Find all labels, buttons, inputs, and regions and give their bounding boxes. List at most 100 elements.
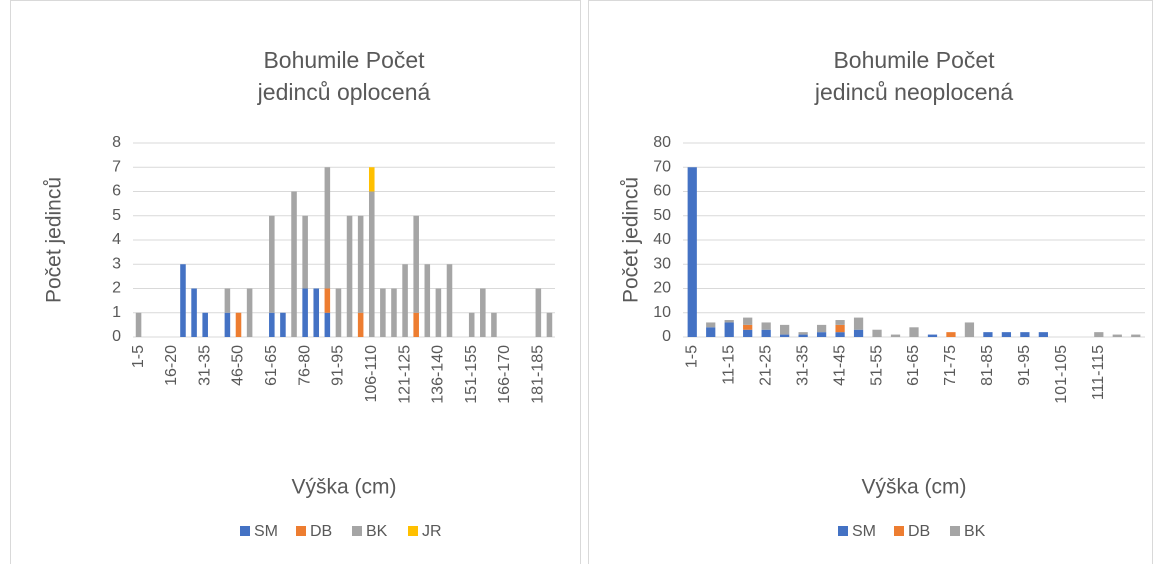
- bar-segment: [927, 334, 938, 337]
- bar-segment: [872, 329, 882, 337]
- y-axis-title: Počet jedinců: [620, 177, 643, 303]
- bar-segment: [1001, 332, 1012, 337]
- x-tick-label: 71-75: [942, 345, 959, 386]
- x-tick-label: 11-15: [720, 345, 737, 385]
- bar-segment: [446, 264, 453, 337]
- bar-segment: [224, 288, 231, 313]
- legend-label: BK: [964, 523, 986, 540]
- bar-segment: [780, 324, 790, 335]
- legend-label: SM: [852, 523, 876, 540]
- bar-segment: [413, 312, 419, 337]
- bar-segment: [313, 288, 320, 337]
- bar-segment: [835, 324, 845, 333]
- x-tick-label: 76-80: [296, 345, 313, 386]
- bar-segment: [687, 167, 697, 337]
- bar-segment: [835, 332, 845, 337]
- y-tick-label: 5: [112, 207, 121, 224]
- y-tick-label: 80: [653, 134, 671, 151]
- legend-swatch: [408, 526, 418, 536]
- y-tick-label: 50: [653, 207, 671, 224]
- y-tick-label: 20: [653, 280, 671, 297]
- bar-segment: [835, 320, 845, 325]
- bar-segment: [191, 288, 197, 337]
- x-tick-label: 121-125: [396, 345, 413, 404]
- legend-swatch: [240, 526, 250, 536]
- chart: Bohumile Počet jedinců oplocená 0 1 2 3 4 5 6 7 8 P…: [10, 0, 581, 564]
- x-tick-label: 91-95: [330, 345, 347, 386]
- bar-segment: [424, 264, 431, 337]
- bar-segment: [468, 312, 475, 337]
- chart: Bohumile Počet jedinců neoplocená 0 10 20 30 4…: [588, 0, 1153, 564]
- bar-segment: [724, 322, 734, 337]
- x-tick-label: 31-35: [794, 345, 811, 386]
- legend-swatch: [950, 526, 960, 536]
- bar-segment: [202, 312, 208, 337]
- y-axis-title: Počet jedinců: [43, 177, 66, 303]
- bar-segment: [909, 327, 919, 337]
- bar-segment: [535, 288, 542, 337]
- y-tick-label: 1: [112, 304, 121, 321]
- bar-segment: [380, 288, 386, 337]
- bar-segment: [706, 322, 716, 328]
- y-tick-label: 70: [653, 158, 671, 175]
- bar-segment: [324, 167, 331, 289]
- bar-segment: [1131, 334, 1141, 337]
- x-tick-label: 136-140: [430, 345, 447, 404]
- x-tick-label: 61-65: [263, 345, 280, 386]
- bar-segment: [724, 320, 734, 323]
- bar-segment: [1094, 332, 1104, 337]
- x-tick-label: 51-55: [868, 345, 885, 386]
- bar-segment: [1112, 334, 1122, 337]
- x-tick-label: 46-50: [230, 345, 247, 386]
- bar-segment: [480, 288, 486, 337]
- bar-segment: [761, 322, 771, 330]
- bar-segment: [246, 288, 253, 337]
- x-tick-label: 21-25: [757, 345, 774, 386]
- bar-segment: [235, 312, 242, 337]
- bar-segment: [135, 312, 142, 337]
- bar-segment: [706, 327, 716, 337]
- bar-segment: [491, 312, 497, 337]
- bar-segment: [368, 191, 375, 337]
- x-tick-label: 151-155: [463, 345, 480, 404]
- x-tick-label: 111-115: [1090, 345, 1107, 400]
- y-tick-label: 8: [112, 134, 121, 151]
- y-tick-label: 7: [112, 158, 121, 175]
- bar-segment: [413, 215, 419, 313]
- bar-segment: [1038, 332, 1048, 337]
- bar-segment: [302, 215, 308, 289]
- y-tick-label: 60: [653, 183, 671, 200]
- bar-segment: [335, 288, 342, 337]
- y-tick-label: 10: [653, 304, 671, 321]
- x-tick-label: 101-105: [1053, 345, 1070, 404]
- x-tick-label: 91-95: [1016, 345, 1033, 386]
- x-tick-label: 81-85: [979, 345, 996, 386]
- bar-segment: [890, 334, 901, 337]
- legend-label: DB: [908, 523, 930, 540]
- bar-segment: [853, 317, 864, 330]
- x-tick-label: 61-65: [905, 345, 922, 386]
- bar-segment: [346, 215, 353, 337]
- bar-segment: [816, 332, 827, 337]
- bar-segment: [324, 288, 331, 313]
- bar-segment: [853, 329, 864, 337]
- x-tick-label: 166-170: [496, 345, 513, 404]
- bar-segment: [983, 332, 993, 337]
- y-tick-label: 0: [662, 328, 671, 345]
- bar-segment: [269, 215, 275, 313]
- bar-segment: [1020, 332, 1030, 337]
- bar-segment: [180, 264, 186, 337]
- bar-segment: [357, 215, 364, 313]
- bar-segment: [798, 334, 808, 337]
- x-tick-label: 181-185: [530, 345, 547, 404]
- x-tick-label: 1-5: [130, 345, 147, 368]
- chart-frame: [10, 0, 581, 564]
- bar-segment: [546, 312, 553, 337]
- x-axis-title: Výška (cm): [862, 476, 967, 499]
- bar-segment: [269, 312, 275, 337]
- y-tick-label: 0: [112, 328, 121, 345]
- bar-segment: [357, 312, 364, 337]
- legend-swatch: [838, 526, 848, 536]
- bar-segment: [798, 332, 808, 335]
